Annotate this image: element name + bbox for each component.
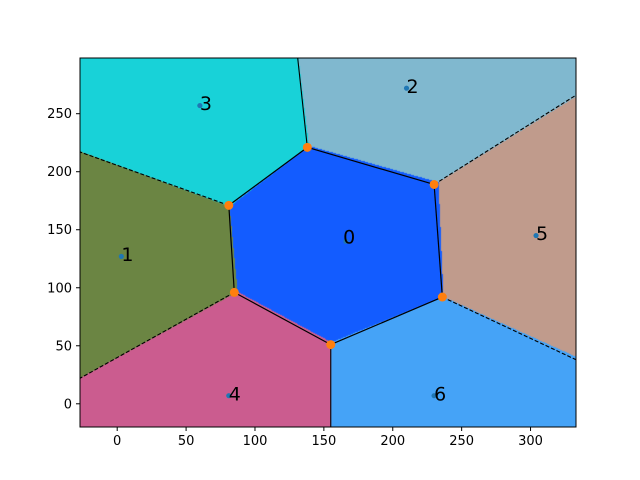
voronoi-ray (79, 151, 229, 206)
x-tick-label: 200 (380, 434, 405, 449)
site-label: 2 (407, 76, 419, 98)
site-point (403, 85, 410, 91)
point-layer (118, 85, 539, 399)
voronoi-edge (228, 205, 235, 293)
voronoi-regions (80, 58, 576, 427)
voronoi-vertex (326, 340, 336, 350)
voronoi-ray (442, 296, 577, 361)
site-point (533, 232, 539, 239)
site-point (431, 393, 437, 399)
site-label: 3 (200, 93, 212, 115)
site-point (197, 102, 203, 109)
x-tick-label: 0 (113, 434, 121, 449)
y-tick-label: 250 (47, 107, 72, 122)
plot-frame (79, 57, 577, 428)
x-tick-label: 250 (449, 434, 474, 449)
site-label-layer: 0 1 2 3 4 5 6 (121, 76, 548, 405)
x-tick-label: 50 (178, 434, 195, 449)
y-tick-label: 100 (47, 281, 72, 296)
voronoi-edge (234, 291, 332, 346)
voronoi-edge (307, 146, 435, 186)
y-tick-label: 200 (47, 165, 72, 180)
voronoi-ray (297, 57, 308, 148)
voronoi-vertex (437, 292, 447, 302)
x-tick-label: 150 (311, 434, 336, 449)
site-label: 1 (121, 244, 133, 266)
site-label: 5 (536, 223, 548, 245)
y-tick-label: 50 (55, 339, 72, 354)
edge-layer (79, 57, 577, 427)
voronoi-vertex (302, 142, 312, 152)
site-label: 6 (434, 383, 446, 405)
voronoi-vertex (224, 200, 234, 210)
voronoi-vertex (229, 287, 239, 297)
site-label: 0 (343, 227, 355, 249)
y-tick-label: 150 (47, 223, 72, 238)
voronoi-edge (228, 146, 308, 206)
site-point (343, 238, 349, 244)
voronoi-edge (330, 296, 443, 346)
region-layer (80, 58, 576, 427)
site-label: 4 (229, 383, 241, 405)
voronoi-edge (433, 184, 443, 298)
x-tick-label: 100 (243, 434, 268, 449)
x-tick-label: 300 (518, 434, 543, 449)
y-tick-label: 0 (64, 397, 72, 412)
voronoi-ray (433, 94, 577, 185)
site-point (226, 393, 232, 399)
site-point (118, 253, 124, 260)
voronoi-vertex (429, 179, 439, 189)
voronoi-ray (79, 291, 235, 379)
